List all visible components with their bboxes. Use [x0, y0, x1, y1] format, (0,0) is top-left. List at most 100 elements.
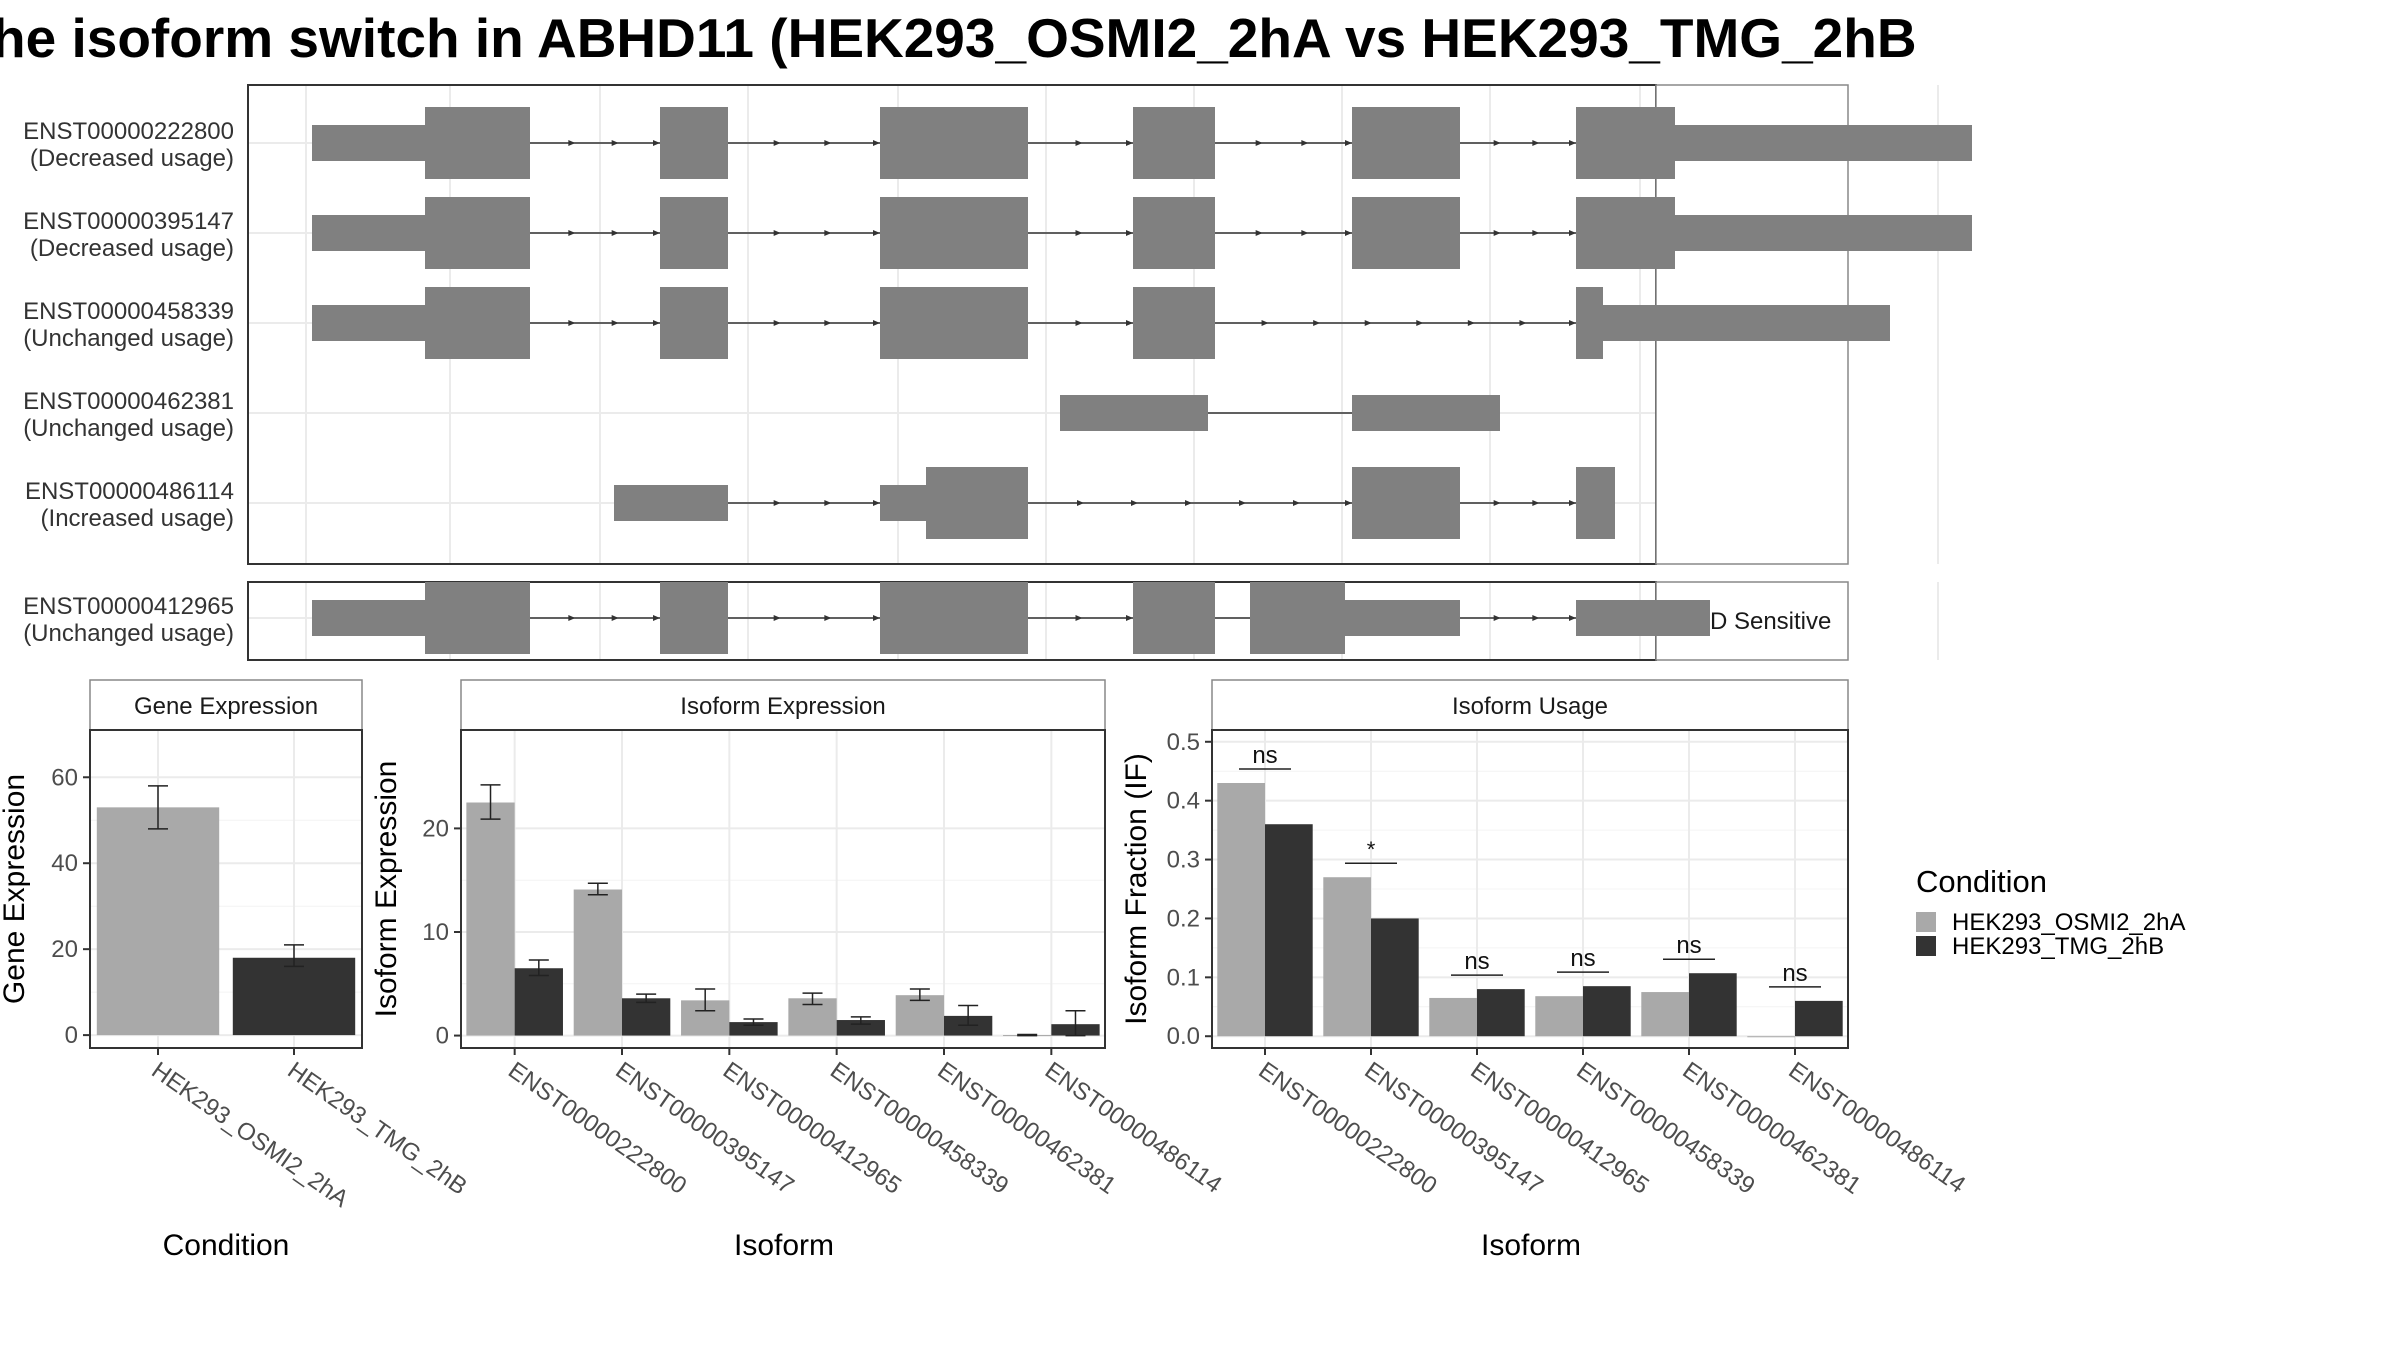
intron-arrow [1075, 320, 1083, 326]
significance-label: ns [1252, 742, 1277, 769]
bar [1535, 996, 1583, 1037]
intron-arrow [1493, 230, 1501, 236]
exon [1576, 287, 1603, 359]
y-tick-label: 0.0 [1167, 1023, 1200, 1050]
bar-panels: Gene Expression0204060HEK293_OSMI2_2hAHE… [0, 679, 1970, 1262]
transcript-usage-label: (Decreased usage) [30, 145, 234, 172]
x-tick-label: ENST00000462381 [1678, 1057, 1866, 1200]
intron-arrow [1185, 500, 1192, 506]
intron-arrow [1131, 500, 1138, 506]
transcript-row: ENST00000222800(Decreased usage) [23, 107, 1972, 179]
intron-arrow [1532, 500, 1540, 506]
plot-border [460, 729, 1106, 1049]
intron-arrow [773, 615, 781, 621]
intron-arrow [1313, 320, 1321, 326]
intron-arrow [611, 140, 619, 146]
x-axis-title: Condition [163, 1229, 290, 1262]
bar [622, 998, 671, 1036]
intron-arrow [1493, 140, 1501, 146]
panel-strip [1211, 679, 1849, 731]
x-tick-label: ENST00000412965 [718, 1057, 906, 1200]
bar [1217, 783, 1265, 1037]
y-tick-label: 20 [51, 936, 78, 963]
exon [1603, 305, 1890, 341]
transcript-usage-label: (Unchanged usage) [23, 620, 234, 647]
intron-arrow [1493, 500, 1501, 506]
intron-arrow [653, 140, 660, 146]
bar [96, 807, 220, 1036]
intron-arrow [1255, 140, 1263, 146]
exon [926, 467, 1028, 539]
y-axis-title: Isoform Fraction (IF) [1120, 753, 1153, 1025]
exon [425, 287, 530, 359]
intron-arrow [1345, 230, 1352, 236]
bar [1477, 989, 1525, 1037]
plot-border [89, 729, 363, 1049]
intron-arrow [1075, 230, 1083, 236]
transcript-row: ENST00000395147(Decreased usage) [23, 197, 1972, 269]
exon [880, 197, 1028, 269]
intron-arrow [873, 230, 880, 236]
intron-arrow [1493, 615, 1501, 621]
exon [1576, 600, 1710, 636]
intron-arrow [1126, 230, 1133, 236]
transcript-id-label: ENST00000412965 [23, 593, 234, 620]
intron-arrow [1569, 500, 1576, 506]
transcript-id-label: ENST00000222800 [23, 118, 234, 145]
intron-arrow [653, 230, 660, 236]
plot-background [461, 730, 1105, 1048]
x-axis-title: Isoform [734, 1229, 834, 1262]
panel-strip-title: Isoform Expression [680, 693, 885, 720]
transcript-usage-label: (Unchanged usage) [23, 415, 234, 442]
exon [312, 305, 425, 341]
y-axis-title: Isoform Expression [370, 761, 403, 1018]
transcript-row: ENST00000458339(Unchanged usage) [23, 287, 1890, 359]
intron-arrow [1416, 320, 1424, 326]
bar [895, 995, 944, 1036]
exon [425, 107, 530, 179]
intron-arrow [824, 140, 832, 146]
transcript-usage-label: (Decreased usage) [30, 235, 234, 262]
bar [1795, 1000, 1843, 1037]
intron-arrow [773, 230, 781, 236]
y-tick-label: 0 [436, 1023, 449, 1050]
y-tick-label: 60 [51, 764, 78, 791]
intron-arrow [1301, 140, 1309, 146]
intron-arrow [824, 320, 832, 326]
intron-arrow [873, 615, 880, 621]
x-tick-label: ENST00000412965 [1466, 1057, 1654, 1200]
exon [1060, 395, 1208, 431]
bar [1689, 973, 1737, 1037]
x-axis-title: Isoform [1481, 1229, 1581, 1262]
legend-swatch [1916, 936, 1936, 956]
legend-entry-label: HEK293_TMG_2hB [1952, 933, 2164, 960]
intron-arrow [1126, 320, 1133, 326]
bar [1371, 918, 1419, 1037]
exon [660, 287, 728, 359]
intron-arrow [1301, 230, 1309, 236]
exon [312, 125, 425, 161]
intron-arrow [1345, 500, 1352, 506]
gene-structure-panel: Non-codingNMD SensitiveENST00000222800(D… [23, 84, 1972, 661]
exon [1133, 107, 1215, 179]
transcript-id-label: ENST00000458339 [23, 298, 234, 325]
exon [312, 600, 425, 636]
intron-arrow [773, 140, 781, 146]
intron-arrow [1126, 140, 1133, 146]
legend-entry-label: HEK293_OSMI2_2hA [1952, 909, 2185, 936]
x-tick-label: ENST00000458339 [1572, 1057, 1760, 1200]
significance-label: ns [1570, 945, 1595, 972]
bar [1429, 997, 1477, 1037]
transcript-id-label: ENST00000486114 [25, 478, 234, 505]
y-tick-label: 20 [422, 815, 449, 842]
intron-arrow [568, 320, 576, 326]
exon [1352, 395, 1500, 431]
exon [1352, 467, 1460, 539]
intron-arrow [1261, 320, 1269, 326]
panel-strip-title: Isoform Usage [1452, 693, 1608, 720]
intron-arrow [1293, 500, 1300, 506]
intron-arrow [773, 320, 781, 326]
panel-isoform-expression: Isoform Expression01020ENST00000222800EN… [370, 679, 1227, 1262]
significance-label: ns [1464, 948, 1489, 975]
exon [1133, 287, 1215, 359]
